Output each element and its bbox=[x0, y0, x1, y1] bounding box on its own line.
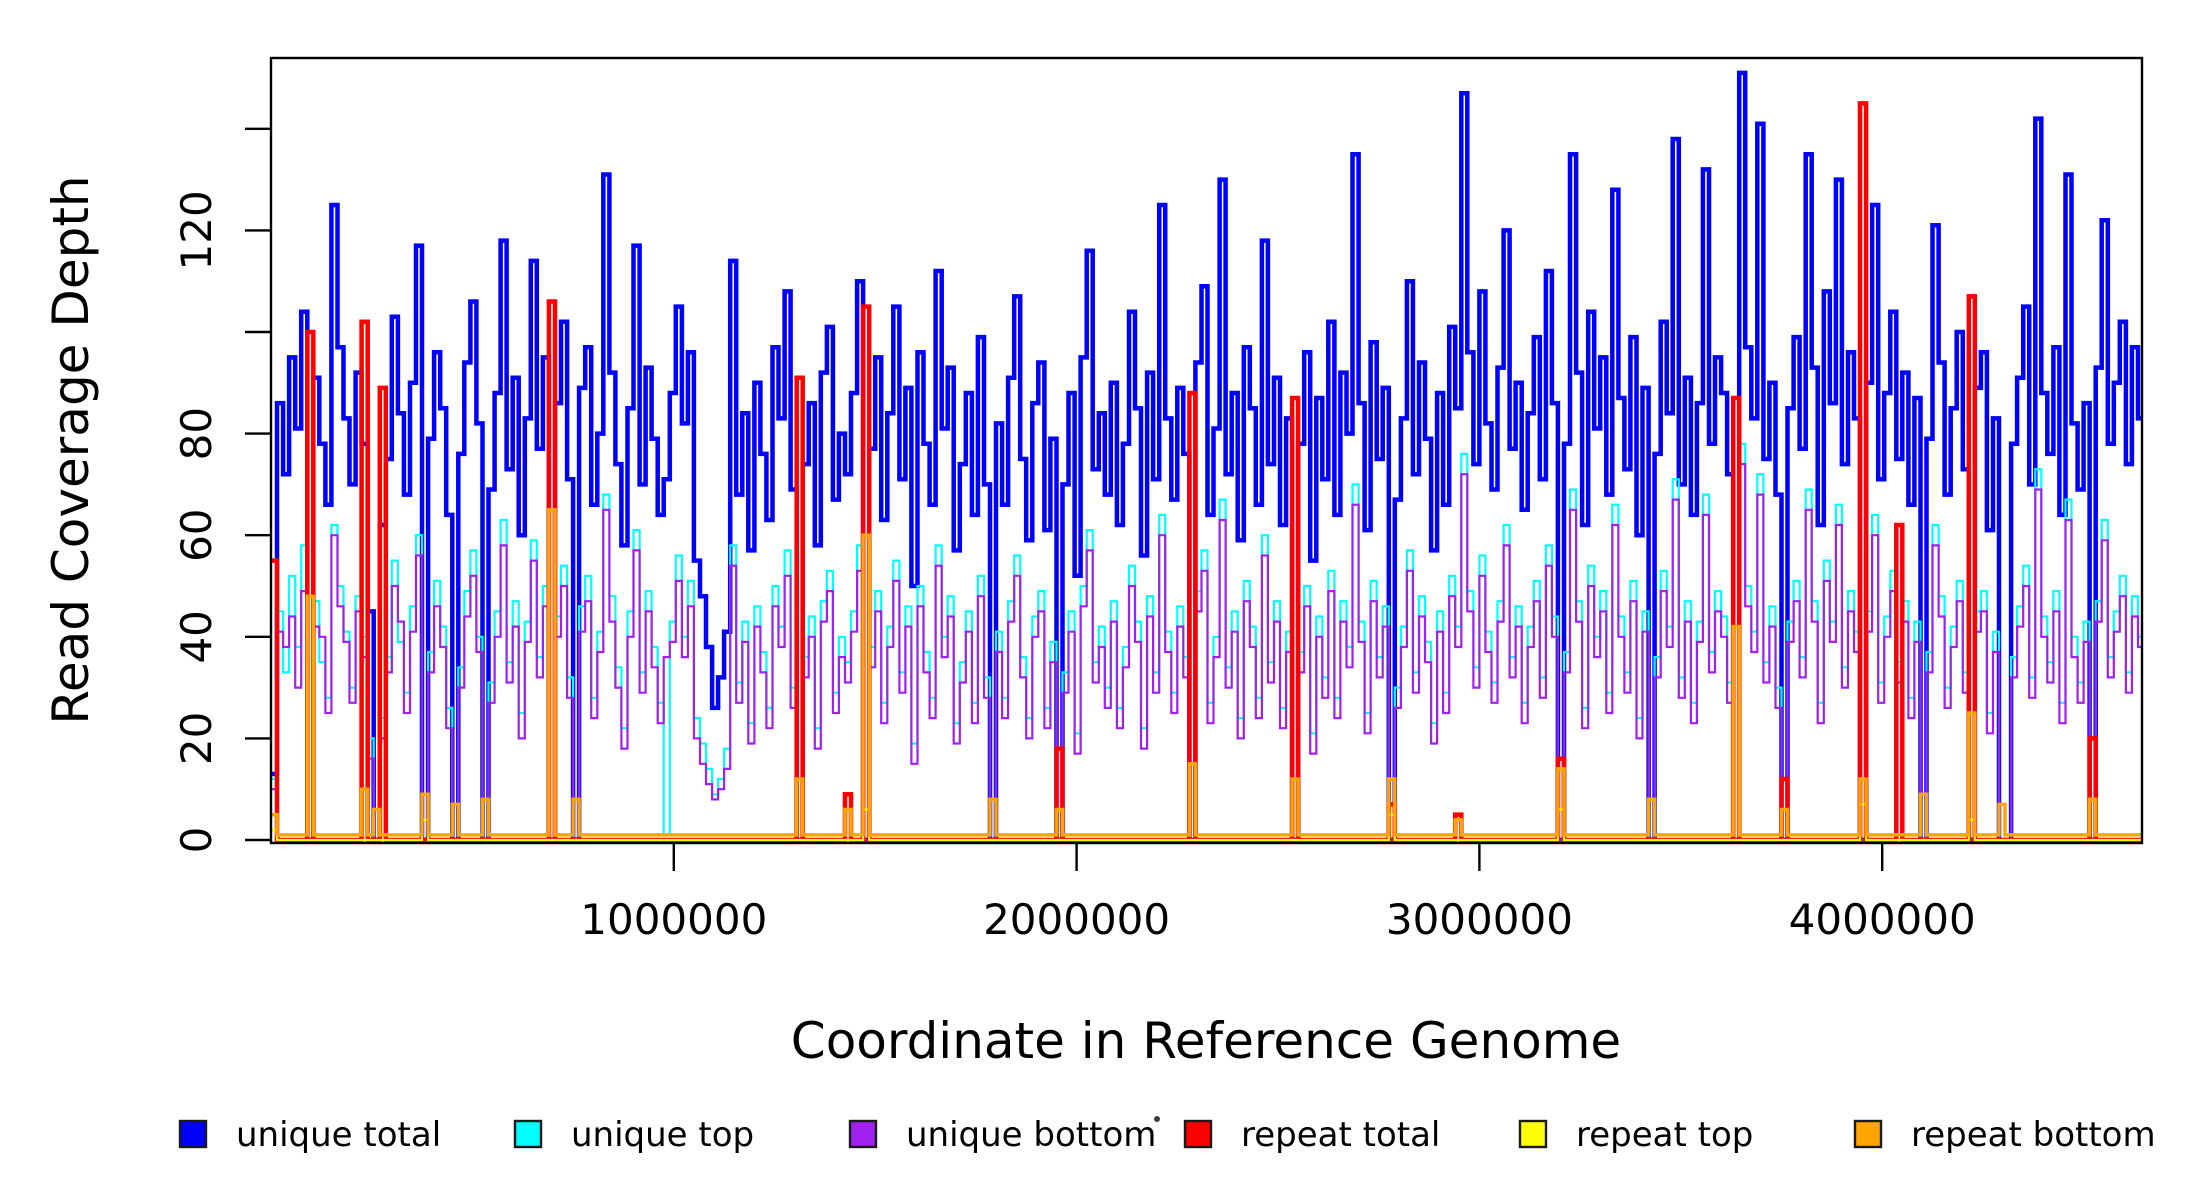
legend-swatch-unique-top bbox=[513, 1119, 543, 1149]
series-line-repeat-bottom bbox=[271, 508, 2142, 837]
series-line-unique-total bbox=[271, 70, 2142, 843]
series-line-repeat-top bbox=[271, 803, 2142, 842]
y-axis-ticks: 0 20 40 60 80 120 bbox=[172, 127, 271, 854]
y-tick-label: 60 bbox=[172, 508, 221, 561]
legend-swatch-unique-total bbox=[178, 1119, 208, 1149]
legend-label-unique-bottom: unique bottom bbox=[906, 1115, 1156, 1155]
series-line-unique-bottom bbox=[271, 463, 2142, 842]
legend-label-repeat-total: repeat total bbox=[1241, 1115, 1440, 1155]
x-axis-title: Coordinate in Reference Genome bbox=[791, 1012, 1621, 1070]
legend-label-repeat-bottom: repeat bottom bbox=[1911, 1115, 2156, 1155]
x-tick-label: 4000000 bbox=[1789, 895, 1976, 944]
x-tick-label: 1000000 bbox=[580, 895, 767, 944]
legend: unique total unique top unique bottom repea… bbox=[178, 1115, 2156, 1155]
legend-label-unique-total: unique total bbox=[236, 1115, 441, 1155]
plot-box bbox=[269, 56, 2144, 845]
plot-series bbox=[271, 70, 2142, 843]
legend-swatch-unique-bottom bbox=[848, 1119, 878, 1149]
x-axis-ticks: 1000000 2000000 3000000 4000000 bbox=[580, 843, 1976, 944]
y-tick-label: 120 bbox=[172, 190, 221, 270]
y-tick-label: 80 bbox=[172, 407, 221, 460]
legend-swatch-repeat-top bbox=[1518, 1119, 1548, 1149]
y-axis-title: Read Coverage Depth bbox=[42, 175, 100, 724]
legend-swatch-repeat-total bbox=[1183, 1119, 1213, 1149]
legend-label-repeat-top: repeat top bbox=[1576, 1115, 1753, 1155]
x-tick-label: 3000000 bbox=[1386, 895, 1573, 944]
legend-label-unique-top: unique top bbox=[571, 1115, 754, 1155]
annotations bbox=[1154, 1116, 1160, 1122]
legend-swatch-repeat-bottom bbox=[1853, 1119, 1883, 1149]
y-tick-label: 20 bbox=[172, 712, 221, 765]
stray-dot bbox=[1154, 1116, 1160, 1122]
x-tick-label: 2000000 bbox=[983, 895, 1170, 944]
y-tick-label: 40 bbox=[172, 610, 221, 663]
y-tick-label: 0 bbox=[172, 827, 221, 854]
